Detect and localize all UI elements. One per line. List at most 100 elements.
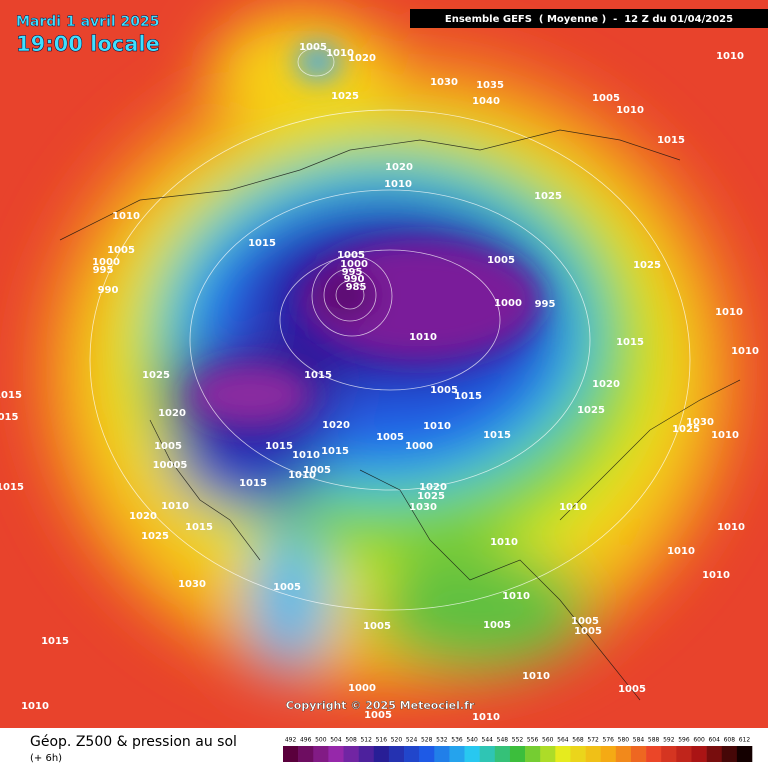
isobar-label: 1010	[731, 346, 759, 357]
colorbar-cell	[358, 746, 375, 762]
isobar-label: 1010	[326, 48, 354, 59]
colorbar-label: 536	[451, 737, 463, 744]
isobar-label: 1005	[299, 42, 327, 53]
colorbar-label: 492	[285, 737, 297, 744]
isobar-label: 1025	[417, 491, 445, 502]
colorbar-cell	[343, 746, 359, 762]
isobar-label: 1010	[490, 537, 518, 548]
local-time: 19:00 locale	[16, 32, 160, 56]
isobar-label: 1015	[483, 430, 511, 441]
isobar-label: 1005	[107, 245, 135, 256]
isobar-label: 1010	[522, 671, 550, 682]
isobar-label: 995	[535, 299, 556, 310]
copyright: Copyright © 2025 Meteociel.fr	[286, 699, 475, 712]
colorbar-cell	[328, 746, 344, 762]
isobar-label: 1035	[476, 80, 504, 91]
colorbar-label: 560	[542, 737, 554, 744]
colorbar-cell	[600, 746, 617, 762]
colorbar-label: 564	[557, 737, 569, 744]
isobar-label: 1015	[657, 135, 685, 146]
colorbar-cell	[388, 746, 405, 762]
isobar-label: 1030	[686, 417, 714, 428]
colorbar-label: 540	[466, 737, 478, 744]
isobar-label: 1005	[154, 441, 182, 452]
isobar-label: 995	[342, 267, 363, 278]
isobar-label: 1010	[21, 701, 49, 712]
isobar-label: 1020	[129, 511, 157, 522]
isobar-label: 1030	[430, 77, 458, 88]
isobar-label: 1010	[288, 470, 316, 481]
colorbar-cell	[736, 746, 753, 762]
isobar-label: 1025	[141, 531, 169, 542]
colorbar-cell	[373, 746, 390, 762]
isobar-label: 1025	[577, 405, 605, 416]
banner: Ensemble GEFS ( Moyenne ) - 12 Z du 01/0…	[445, 14, 733, 25]
colorbar-label: 608	[724, 737, 736, 744]
colorbar-cell	[661, 746, 677, 762]
colorbar-cell	[540, 746, 556, 762]
colorbar-label: 580	[618, 737, 630, 744]
isobar-label: 1010	[702, 570, 730, 581]
colorbar-cell	[479, 746, 496, 762]
isobar-label: 1025	[331, 91, 359, 102]
colorbar-cell	[585, 746, 602, 762]
colorbar-label: 504	[330, 737, 342, 744]
colorbar-cell	[615, 746, 632, 762]
lead-time: (+ 6h)	[30, 753, 62, 764]
colorbar-label: 612	[739, 737, 751, 744]
colorbar: 492 496 500 504 508 512 516 520 524 528 532 536 540 5…	[283, 737, 753, 762]
colorbar-cell	[509, 746, 526, 762]
colorbar-label: 508	[345, 737, 357, 744]
footer-title: Géop. Z500 & pression au sol	[30, 734, 237, 750]
colorbar-cell	[676, 746, 692, 762]
colorbar-cell	[691, 746, 707, 762]
isobar-label: 1015	[265, 441, 293, 452]
isobar-label: 1000	[348, 683, 376, 694]
isobar-label: 1015	[185, 522, 213, 533]
colorbar-label: 500	[315, 737, 327, 744]
colorbar-label: 588	[648, 737, 660, 744]
colorbar-label: 592	[663, 737, 675, 744]
isobar-label: 1010	[667, 546, 695, 557]
colorbar-label: 572	[587, 737, 599, 744]
colorbar-cell	[706, 746, 723, 762]
colorbar-cell	[630, 746, 647, 762]
colorbar-cell	[525, 746, 541, 762]
isobar-label: 1020	[385, 162, 413, 173]
height-field	[0, 0, 768, 728]
colorbar-label: 524	[406, 737, 418, 744]
colorbar-cell	[404, 746, 420, 762]
colorbar-cell	[313, 746, 329, 762]
isobar-label: 1025	[534, 191, 562, 202]
colorbar-cell	[283, 746, 299, 762]
colorbar-label: 512	[360, 737, 372, 744]
colorbar-cell	[449, 746, 465, 762]
isobar-label: 1000	[340, 259, 368, 270]
isobar-label: 1005	[430, 385, 458, 396]
colorbar-label: 548	[497, 737, 509, 744]
isobar-label: 1030	[409, 502, 437, 513]
isobar-label: 1010	[716, 51, 744, 62]
colorbar-label: 576	[603, 737, 615, 744]
isobar-label: 1010	[715, 307, 743, 318]
colorbar-label: 596	[678, 737, 690, 744]
colorbar-label: 532	[436, 737, 448, 744]
isobar-label: 1025	[672, 424, 700, 435]
isobar-label: 1030	[178, 579, 206, 590]
isobar-label: 1000	[494, 298, 522, 309]
colorbar-label: 516	[376, 737, 388, 744]
colorbar-label: 604	[708, 737, 720, 744]
isobar-label: 1010	[472, 712, 500, 723]
banner-bg	[410, 9, 768, 28]
isobar-label: 1020	[322, 420, 350, 431]
isobar-label: 1020	[158, 408, 186, 419]
isobar-label: 1005	[376, 432, 404, 443]
isobar-label: 10005	[153, 460, 188, 471]
isobar-label: 1015	[304, 370, 332, 381]
isobar-label: 1025	[633, 260, 661, 271]
isobar-label: 1005	[363, 621, 391, 632]
isobar-label: 1005	[574, 626, 602, 637]
colorbar-label: 600	[693, 737, 705, 744]
